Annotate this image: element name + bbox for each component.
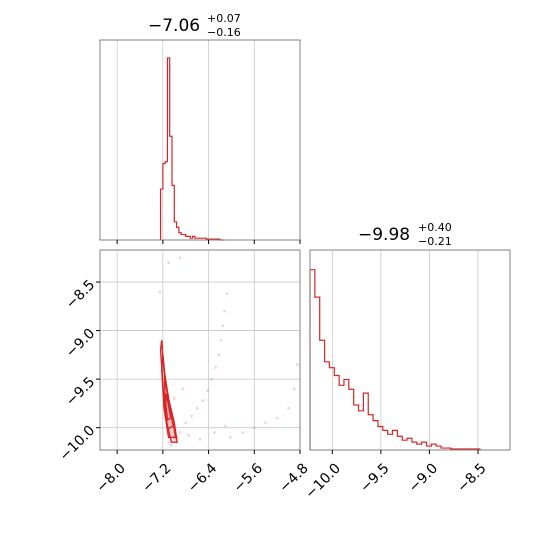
axes-frame — [99, 249, 301, 451]
density-contour — [165, 393, 172, 422]
histogram-step — [159, 57, 225, 241]
scatter-point — [221, 324, 225, 328]
tick-label-y: −8.5 — [63, 277, 98, 312]
tick-label-x: −8.0 — [94, 460, 129, 495]
scatter-point — [167, 440, 170, 444]
scatter-point — [201, 399, 205, 402]
title-p2-median: −9.98 — [358, 225, 410, 245]
scatter-point — [178, 431, 182, 434]
title-p1-plus: +0.07 — [207, 12, 241, 25]
scatter-point — [225, 292, 229, 296]
scatter-point — [287, 406, 290, 410]
scatter-point — [241, 431, 245, 434]
scatter-point — [295, 363, 299, 366]
tick-label-x: −8.5 — [454, 460, 489, 495]
title-p1-minus: −0.16 — [207, 26, 241, 39]
tick-label-x: −5.6 — [231, 460, 266, 495]
title-p2-plus: +0.40 — [418, 221, 452, 234]
scatter-point — [210, 377, 213, 381]
scatter-point — [158, 290, 162, 294]
tick-label-y: −9.0 — [63, 326, 98, 361]
axes-frame — [99, 39, 301, 241]
scatter-point — [184, 421, 188, 425]
scatter-point — [195, 406, 199, 410]
histogram-panel-p1 — [99, 39, 301, 244]
scatter-point — [224, 424, 228, 428]
scatter-point — [217, 353, 221, 357]
histogram-step — [309, 269, 481, 450]
scatter-point — [167, 261, 170, 265]
scatter-point — [206, 389, 209, 393]
scatter-point — [228, 435, 232, 439]
scatter-point — [275, 416, 279, 420]
tick-label-x: −7.2 — [139, 460, 174, 495]
scatter-point — [223, 309, 226, 313]
scatter-point — [190, 414, 193, 418]
scatter-point — [214, 366, 217, 369]
tick-label-x: −9.5 — [357, 460, 392, 495]
scatter-point — [252, 426, 256, 430]
axes-frame — [309, 249, 511, 451]
scatter-point — [212, 431, 216, 434]
scatter-point — [187, 434, 190, 437]
scatter-point — [178, 256, 182, 260]
title-p2-minus: −0.21 — [418, 235, 452, 248]
scatter-point — [219, 338, 223, 342]
scatter-point — [264, 421, 268, 425]
tick-label-x: −10.0 — [302, 460, 344, 502]
scatter-point — [198, 437, 202, 441]
scatter-point — [170, 443, 173, 447]
histogram-panel-p2: −10.0 −9.5 −9.0 −8.5 — [302, 249, 511, 502]
tick-label-x: −9.0 — [406, 460, 441, 495]
tick-label-x: −6.4 — [185, 460, 220, 495]
tick-label-y: −9.5 — [63, 374, 98, 409]
title-p1: −7.06 +0.07 −0.16 — [148, 12, 241, 39]
title-p2: −9.98 +0.40 −0.21 — [358, 221, 452, 248]
scatter-panel-joint: −8.0 −7.2 −6.4 −5.6 −4.8−10.0−9.5−9.0−8.5 — [57, 249, 312, 496]
scatter-point — [181, 387, 185, 391]
scatter-point — [172, 397, 176, 400]
tick-label-y: −10.0 — [57, 423, 99, 465]
title-p1-median: −7.06 — [148, 16, 200, 36]
scatter-point — [292, 387, 296, 391]
